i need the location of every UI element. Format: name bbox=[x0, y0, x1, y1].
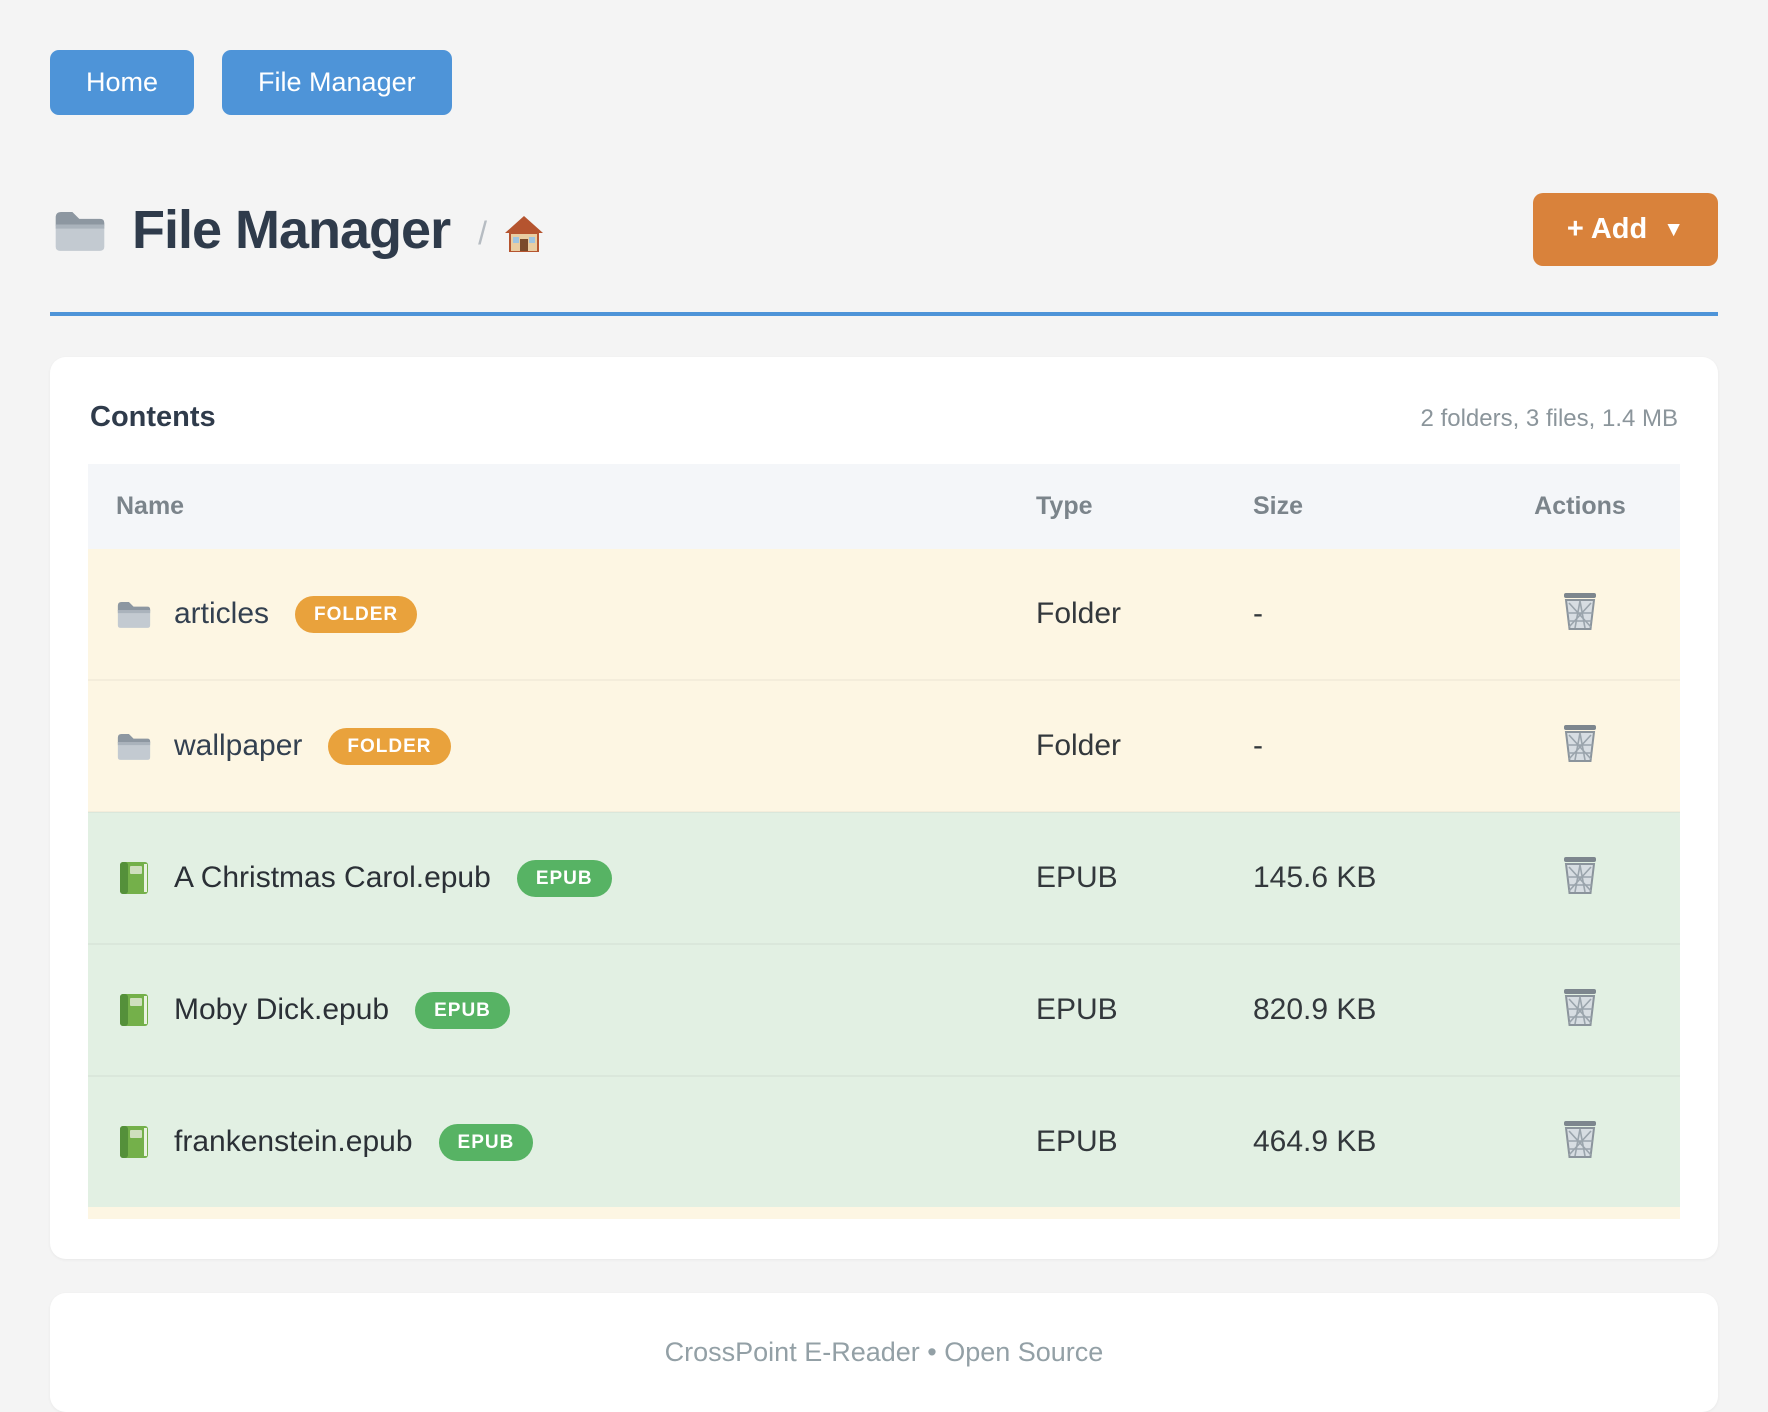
contents-card: Contents 2 folders, 3 files, 1.4 MB Name… bbox=[50, 357, 1718, 1259]
folder-badge: FOLDER bbox=[295, 595, 418, 633]
trash-icon bbox=[1563, 856, 1597, 894]
nav-file-manager-button[interactable]: File Manager bbox=[222, 50, 452, 115]
contents-summary: 2 folders, 3 files, 1.4 MB bbox=[1420, 405, 1678, 432]
delete-button[interactable] bbox=[1560, 853, 1600, 897]
home-icon[interactable] bbox=[503, 214, 545, 254]
column-header-name: Name bbox=[88, 464, 1008, 549]
footer-card: CrossPoint E-Reader • Open Source bbox=[50, 1293, 1718, 1412]
file-table-wrapper: Name Type Size Actions articles FOLDER bbox=[88, 464, 1680, 1219]
column-header-type: Type bbox=[1008, 464, 1225, 549]
top-navigation: Home File Manager bbox=[0, 0, 1768, 115]
item-size: 820.9 KB bbox=[1253, 993, 1377, 1026]
item-size: - bbox=[1253, 729, 1263, 762]
folder-link-articles[interactable]: articles FOLDER bbox=[116, 595, 1008, 633]
folder-badge: FOLDER bbox=[328, 727, 451, 765]
item-name: wallpaper bbox=[174, 729, 303, 762]
item-size: 464.9 KB bbox=[1253, 1125, 1377, 1158]
footer-text: CrossPoint E-Reader • Open Source bbox=[664, 1337, 1104, 1367]
breadcrumb-separator: / bbox=[478, 215, 487, 251]
trash-icon bbox=[1563, 988, 1597, 1026]
contents-heading: Contents bbox=[90, 401, 216, 433]
epub-badge: EPUB bbox=[415, 991, 510, 1029]
file-link-christmas-carol[interactable]: A Christmas Carol.epub EPUB bbox=[116, 859, 1008, 897]
delete-button[interactable] bbox=[1560, 589, 1600, 633]
epub-badge: EPUB bbox=[516, 859, 612, 897]
accent-divider bbox=[50, 312, 1718, 316]
item-name: articles bbox=[174, 597, 270, 630]
green-book-icon bbox=[120, 862, 148, 894]
item-type: EPUB bbox=[1036, 861, 1118, 894]
folder-icon bbox=[117, 602, 151, 628]
table-row: A Christmas Carol.epub EPUB EPUB 145.6 K… bbox=[88, 812, 1680, 944]
title-group: File Manager / bbox=[50, 199, 545, 261]
item-size: - bbox=[1253, 597, 1263, 630]
file-table: Name Type Size Actions articles FOLDER bbox=[88, 464, 1680, 1207]
folder-icon bbox=[55, 211, 105, 251]
delete-button[interactable] bbox=[1560, 1117, 1600, 1161]
file-link-frankenstein[interactable]: frankenstein.epub EPUB bbox=[116, 1123, 1008, 1161]
item-type: EPUB bbox=[1036, 1125, 1118, 1158]
table-row: frankenstein.epub EPUB EPUB 464.9 KB bbox=[88, 1076, 1680, 1207]
delete-button[interactable] bbox=[1560, 985, 1600, 1029]
trash-icon bbox=[1563, 1120, 1597, 1158]
item-size: 145.6 KB bbox=[1253, 861, 1377, 894]
item-type: Folder bbox=[1036, 597, 1122, 630]
add-button-label: + Add bbox=[1566, 213, 1648, 245]
table-row: articles FOLDER Folder - bbox=[88, 549, 1680, 680]
column-header-size: Size bbox=[1225, 464, 1480, 549]
item-name: Moby Dick.epub bbox=[174, 993, 390, 1026]
green-book-icon bbox=[120, 994, 148, 1026]
trash-icon bbox=[1563, 724, 1597, 762]
folder-link-wallpaper[interactable]: wallpaper FOLDER bbox=[116, 727, 1008, 765]
add-button[interactable]: + Add ▼ bbox=[1532, 193, 1718, 266]
table-header-row: Name Type Size Actions bbox=[88, 464, 1680, 549]
item-type: Folder bbox=[1036, 729, 1122, 762]
file-link-moby-dick[interactable]: Moby Dick.epub EPUB bbox=[116, 991, 1008, 1029]
delete-button[interactable] bbox=[1560, 721, 1600, 765]
item-name: frankenstein.epub bbox=[174, 1125, 413, 1158]
nav-home-button[interactable]: Home bbox=[50, 50, 195, 115]
epub-badge: EPUB bbox=[438, 1123, 534, 1161]
table-row: Moby Dick.epub EPUB EPUB 820.9 KB bbox=[88, 944, 1680, 1076]
page-header: File Manager / + Add ▼ bbox=[50, 193, 1718, 266]
contents-card-header: Contents 2 folders, 3 files, 1.4 MB bbox=[88, 401, 1680, 434]
item-name: A Christmas Carol.epub bbox=[174, 861, 491, 894]
folder-icon bbox=[117, 734, 151, 760]
column-header-actions: Actions bbox=[1480, 464, 1680, 549]
trash-icon bbox=[1563, 592, 1597, 630]
item-type: EPUB bbox=[1036, 993, 1118, 1026]
table-row: wallpaper FOLDER Folder - bbox=[88, 680, 1680, 812]
page-title: File Manager bbox=[132, 199, 451, 260]
green-book-icon bbox=[120, 1126, 148, 1158]
chevron-down-icon: ▼ bbox=[1663, 217, 1684, 241]
